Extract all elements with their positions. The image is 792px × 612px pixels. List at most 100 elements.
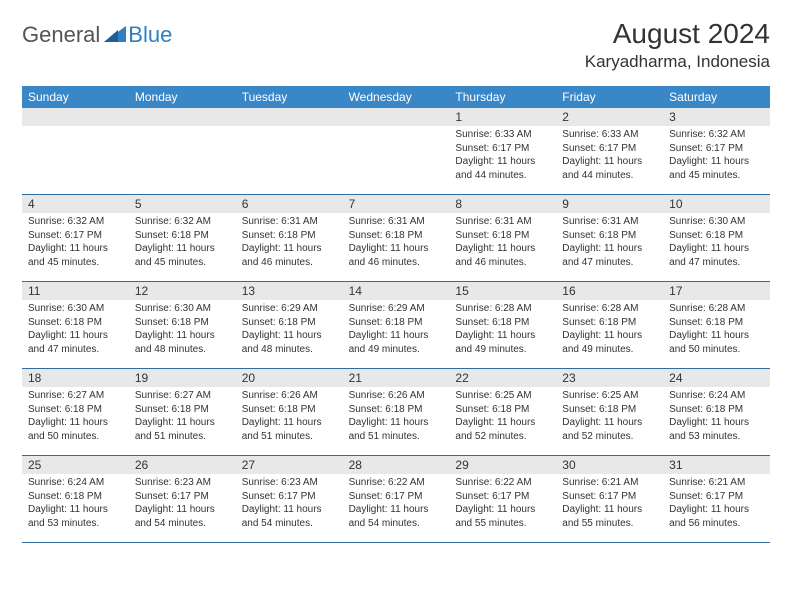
day-cell: 9Sunrise: 6:31 AMSunset: 6:18 PMDaylight… — [556, 195, 663, 281]
dow-cell: Friday — [556, 86, 663, 108]
day-number: 31 — [663, 456, 770, 474]
dow-cell: Tuesday — [236, 86, 343, 108]
sunrise-text: Sunrise: 6:21 AM — [562, 476, 657, 490]
sunrise-text: Sunrise: 6:30 AM — [28, 302, 123, 316]
sunrise-text: Sunrise: 6:25 AM — [455, 389, 550, 403]
dow-cell: Sunday — [22, 86, 129, 108]
day-body: Sunrise: 6:22 AMSunset: 6:17 PMDaylight:… — [449, 474, 556, 534]
sunset-text: Sunset: 6:18 PM — [349, 316, 444, 330]
dow-cell: Thursday — [449, 86, 556, 108]
daylight-text: Daylight: 11 hours and 46 minutes. — [349, 242, 444, 269]
day-body: Sunrise: 6:27 AMSunset: 6:18 PMDaylight:… — [129, 387, 236, 447]
sunset-text: Sunset: 6:18 PM — [669, 316, 764, 330]
day-number: 2 — [556, 108, 663, 126]
daylight-text: Daylight: 11 hours and 48 minutes. — [242, 329, 337, 356]
sunset-text: Sunset: 6:18 PM — [242, 403, 337, 417]
day-number: 3 — [663, 108, 770, 126]
daylight-text: Daylight: 11 hours and 50 minutes. — [669, 329, 764, 356]
day-cell: 28Sunrise: 6:22 AMSunset: 6:17 PMDayligh… — [343, 456, 450, 542]
daylight-text: Daylight: 11 hours and 49 minutes. — [349, 329, 444, 356]
day-cell: 17Sunrise: 6:28 AMSunset: 6:18 PMDayligh… — [663, 282, 770, 368]
day-number: 25 — [22, 456, 129, 474]
sunset-text: Sunset: 6:18 PM — [562, 316, 657, 330]
day-body — [22, 126, 129, 132]
week-row: 25Sunrise: 6:24 AMSunset: 6:18 PMDayligh… — [22, 456, 770, 543]
day-body: Sunrise: 6:30 AMSunset: 6:18 PMDaylight:… — [22, 300, 129, 360]
sunset-text: Sunset: 6:17 PM — [349, 490, 444, 504]
sunrise-text: Sunrise: 6:27 AM — [28, 389, 123, 403]
week-row: 18Sunrise: 6:27 AMSunset: 6:18 PMDayligh… — [22, 369, 770, 456]
day-cell: 30Sunrise: 6:21 AMSunset: 6:17 PMDayligh… — [556, 456, 663, 542]
daylight-text: Daylight: 11 hours and 51 minutes. — [135, 416, 230, 443]
day-body: Sunrise: 6:28 AMSunset: 6:18 PMDaylight:… — [663, 300, 770, 360]
day-number: 7 — [343, 195, 450, 213]
day-number: 22 — [449, 369, 556, 387]
sunset-text: Sunset: 6:18 PM — [669, 403, 764, 417]
day-cell: 27Sunrise: 6:23 AMSunset: 6:17 PMDayligh… — [236, 456, 343, 542]
daylight-text: Daylight: 11 hours and 52 minutes. — [562, 416, 657, 443]
sunrise-text: Sunrise: 6:28 AM — [455, 302, 550, 316]
day-body: Sunrise: 6:21 AMSunset: 6:17 PMDaylight:… — [663, 474, 770, 534]
sunset-text: Sunset: 6:18 PM — [135, 316, 230, 330]
day-number: 1 — [449, 108, 556, 126]
day-number: 17 — [663, 282, 770, 300]
day-cell: 5Sunrise: 6:32 AMSunset: 6:18 PMDaylight… — [129, 195, 236, 281]
daylight-text: Daylight: 11 hours and 47 minutes. — [669, 242, 764, 269]
day-number — [129, 108, 236, 126]
day-body: Sunrise: 6:33 AMSunset: 6:17 PMDaylight:… — [449, 126, 556, 186]
dow-cell: Monday — [129, 86, 236, 108]
sunrise-text: Sunrise: 6:21 AM — [669, 476, 764, 490]
sunset-text: Sunset: 6:17 PM — [669, 142, 764, 156]
daylight-text: Daylight: 11 hours and 52 minutes. — [455, 416, 550, 443]
day-cell: 10Sunrise: 6:30 AMSunset: 6:18 PMDayligh… — [663, 195, 770, 281]
day-cell: 15Sunrise: 6:28 AMSunset: 6:18 PMDayligh… — [449, 282, 556, 368]
day-body: Sunrise: 6:26 AMSunset: 6:18 PMDaylight:… — [236, 387, 343, 447]
daylight-text: Daylight: 11 hours and 54 minutes. — [135, 503, 230, 530]
day-number — [236, 108, 343, 126]
daylight-text: Daylight: 11 hours and 49 minutes. — [455, 329, 550, 356]
location-label: Karyadharma, Indonesia — [585, 52, 770, 72]
sunrise-text: Sunrise: 6:32 AM — [28, 215, 123, 229]
day-body: Sunrise: 6:22 AMSunset: 6:17 PMDaylight:… — [343, 474, 450, 534]
day-cell: 31Sunrise: 6:21 AMSunset: 6:17 PMDayligh… — [663, 456, 770, 542]
day-number: 26 — [129, 456, 236, 474]
day-cell: 24Sunrise: 6:24 AMSunset: 6:18 PMDayligh… — [663, 369, 770, 455]
day-number: 10 — [663, 195, 770, 213]
day-body: Sunrise: 6:23 AMSunset: 6:17 PMDaylight:… — [236, 474, 343, 534]
daylight-text: Daylight: 11 hours and 44 minutes. — [455, 155, 550, 182]
sunrise-text: Sunrise: 6:25 AM — [562, 389, 657, 403]
day-cell — [129, 108, 236, 194]
day-body: Sunrise: 6:31 AMSunset: 6:18 PMDaylight:… — [343, 213, 450, 273]
daylight-text: Daylight: 11 hours and 46 minutes. — [242, 242, 337, 269]
daylight-text: Daylight: 11 hours and 53 minutes. — [28, 503, 123, 530]
sunrise-text: Sunrise: 6:29 AM — [242, 302, 337, 316]
sunrise-text: Sunrise: 6:23 AM — [135, 476, 230, 490]
sunset-text: Sunset: 6:18 PM — [349, 403, 444, 417]
day-body: Sunrise: 6:24 AMSunset: 6:18 PMDaylight:… — [22, 474, 129, 534]
day-body: Sunrise: 6:31 AMSunset: 6:18 PMDaylight:… — [236, 213, 343, 273]
sunset-text: Sunset: 6:18 PM — [28, 403, 123, 417]
day-body: Sunrise: 6:30 AMSunset: 6:18 PMDaylight:… — [129, 300, 236, 360]
daylight-text: Daylight: 11 hours and 45 minutes. — [669, 155, 764, 182]
daylight-text: Daylight: 11 hours and 55 minutes. — [455, 503, 550, 530]
daylight-text: Daylight: 11 hours and 56 minutes. — [669, 503, 764, 530]
daylight-text: Daylight: 11 hours and 45 minutes. — [28, 242, 123, 269]
sunrise-text: Sunrise: 6:31 AM — [455, 215, 550, 229]
day-number: 21 — [343, 369, 450, 387]
sunrise-text: Sunrise: 6:28 AM — [562, 302, 657, 316]
sunset-text: Sunset: 6:18 PM — [455, 403, 550, 417]
day-number: 29 — [449, 456, 556, 474]
day-body: Sunrise: 6:26 AMSunset: 6:18 PMDaylight:… — [343, 387, 450, 447]
day-number: 27 — [236, 456, 343, 474]
sunrise-text: Sunrise: 6:30 AM — [135, 302, 230, 316]
day-number: 18 — [22, 369, 129, 387]
daylight-text: Daylight: 11 hours and 47 minutes. — [28, 329, 123, 356]
logo: General Blue — [22, 18, 172, 48]
day-cell: 26Sunrise: 6:23 AMSunset: 6:17 PMDayligh… — [129, 456, 236, 542]
day-cell: 14Sunrise: 6:29 AMSunset: 6:18 PMDayligh… — [343, 282, 450, 368]
day-number: 5 — [129, 195, 236, 213]
calendar: SundayMondayTuesdayWednesdayThursdayFrid… — [22, 86, 770, 543]
day-cell: 18Sunrise: 6:27 AMSunset: 6:18 PMDayligh… — [22, 369, 129, 455]
day-cell: 25Sunrise: 6:24 AMSunset: 6:18 PMDayligh… — [22, 456, 129, 542]
sunset-text: Sunset: 6:17 PM — [242, 490, 337, 504]
